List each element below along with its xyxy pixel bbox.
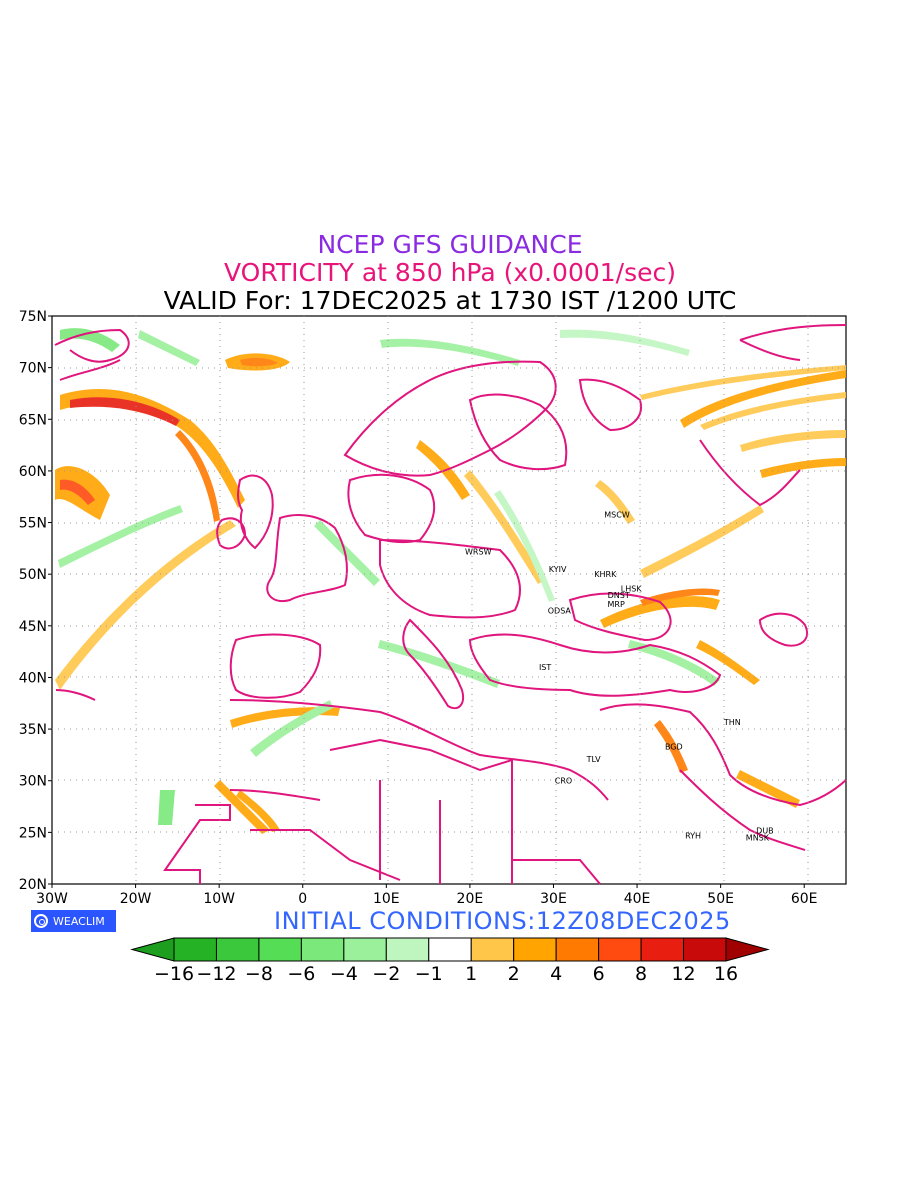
- colorbar-label: 4: [550, 963, 562, 985]
- colorbar-label: −12: [196, 963, 236, 985]
- lat-label: 55N: [19, 516, 47, 532]
- weaclim-badge: WEACLIM: [31, 910, 116, 932]
- lon-label: 40E: [624, 891, 651, 907]
- vorticity-shading: [55, 328, 846, 834]
- colorbar-label: −6: [287, 963, 315, 985]
- lat-label: 70N: [19, 361, 47, 377]
- colorbar-segment: [215, 937, 260, 962]
- weaclim-logo-icon: [34, 914, 48, 928]
- city-label: KHRK: [594, 570, 617, 579]
- city-label: CRO: [555, 777, 572, 786]
- lat-label: 40N: [19, 670, 47, 686]
- latitude-labels: 75N 70N 65N 60N 55N 50N 45N 40N 35N 30N 25N 20N: [19, 309, 47, 893]
- coastlines: [54, 324, 847, 885]
- lon-label: 10W: [203, 891, 235, 907]
- lat-label: 45N: [19, 619, 47, 635]
- city-label: TLV: [586, 755, 601, 764]
- lat-label: 60N: [19, 464, 47, 480]
- city-label: KYIV: [549, 565, 567, 574]
- initial-conditions: INITIAL CONDITIONS:12Z08DEC2025: [274, 907, 731, 935]
- lat-label: 50N: [19, 567, 47, 583]
- colorbar: −16 −12 −8 −6 −4 −2 −1 1 2 4 6 8 12 16: [130, 937, 770, 985]
- lon-label: 20E: [457, 891, 484, 907]
- city-label: RYH: [685, 831, 701, 840]
- colorbar-segment: [640, 937, 685, 962]
- city-label: MRP: [608, 600, 625, 609]
- lon-label: 20W: [120, 891, 152, 907]
- title-line-2: VORTICITY at 850 hPa (x0.0001/sec): [223, 258, 676, 287]
- longitude-labels: 30W 20W 10W 0 10E 20E 30E 40E 50E 60E: [36, 891, 817, 907]
- colorbar-segment: [130, 937, 175, 962]
- colorbar-label: −8: [245, 963, 273, 985]
- colorbar-label: 2: [508, 963, 520, 985]
- title-line-1: NCEP GFS GUIDANCE: [317, 230, 583, 259]
- colorbar-label: 16: [714, 963, 738, 985]
- colorbar-segment: [300, 937, 345, 962]
- lon-label: 30E: [540, 891, 567, 907]
- colorbar-segment: [725, 937, 770, 962]
- city-label: WRSW: [465, 547, 492, 556]
- colorbar-segment: [513, 937, 557, 962]
- city-label: DUB: [756, 826, 774, 835]
- lat-label: 20N: [19, 877, 47, 893]
- city-label: MSCW: [604, 510, 630, 519]
- colorbar-segment: [470, 937, 515, 962]
- colorbar-segment: [428, 937, 472, 962]
- title-line-3: VALID For: 17DEC2025 at 1730 IST /1200 U…: [163, 286, 737, 315]
- colorbar-segment: [683, 937, 727, 962]
- city-label: LHSK: [621, 585, 643, 594]
- colorbar-segment: [385, 937, 430, 962]
- colorbar-segment: [173, 937, 217, 962]
- colorbar-label: −1: [415, 963, 443, 985]
- lon-label: 10E: [373, 891, 400, 907]
- lat-label: 25N: [19, 825, 47, 841]
- city-label: IST: [539, 663, 551, 672]
- city-label: DNST: [608, 591, 630, 600]
- lat-label: 30N: [19, 774, 47, 790]
- lon-label: 50E: [707, 891, 734, 907]
- lon-label: 30W: [36, 891, 68, 907]
- lat-label: 75N: [19, 309, 47, 325]
- colorbar-segment: [343, 937, 387, 962]
- grid: [52, 316, 846, 884]
- colorbar-label: 6: [593, 963, 605, 985]
- city-label: BGD: [665, 743, 683, 752]
- colorbar-segment: [258, 937, 302, 962]
- city-label: ODSA: [548, 606, 572, 615]
- badge-text: WEACLIM: [53, 914, 105, 928]
- colorbar-label: −16: [154, 963, 194, 985]
- colorbar-segment: [598, 937, 642, 962]
- colorbar-segment: [555, 937, 600, 962]
- city-label: THN: [723, 718, 741, 727]
- lat-label: 35N: [19, 722, 47, 738]
- colorbar-label: 12: [671, 963, 695, 985]
- colorbar-label: −4: [330, 963, 358, 985]
- lon-label: 60E: [791, 891, 818, 907]
- colorbar-label: −2: [372, 963, 400, 985]
- city-label: MNSK: [746, 834, 770, 843]
- colorbar-label: 1: [465, 963, 477, 985]
- axis-ticks: [48, 315, 805, 888]
- colorbar-label: 8: [635, 963, 647, 985]
- lat-label: 65N: [19, 412, 47, 428]
- lon-label: 0: [298, 891, 307, 907]
